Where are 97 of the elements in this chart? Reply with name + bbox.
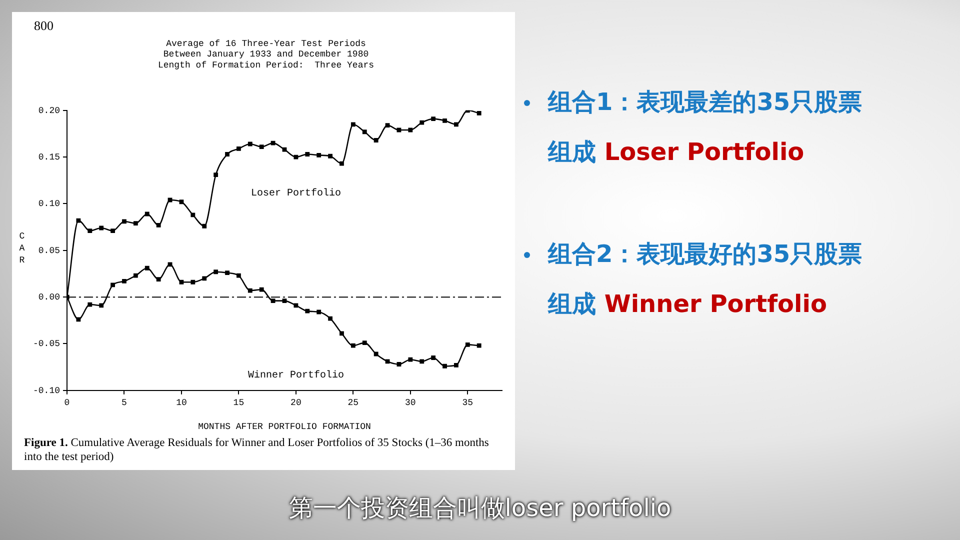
point [156,277,161,282]
text: 组成 Winner Portfolio [548,289,827,320]
point [340,331,344,336]
point [431,116,436,122]
point [110,228,115,234]
point [122,219,126,224]
y-tick-label: 0.05 [38,246,60,256]
x-tick-label: 0 [64,398,70,408]
point [156,222,161,228]
point [282,147,287,152]
point [133,221,138,226]
x-tick-label: 30 [405,398,416,408]
x-tick-label: 15 [233,398,244,408]
point [362,340,367,346]
y-tick-label: 0.00 [38,292,60,302]
point [385,123,390,128]
text: 800 [34,18,54,34]
text: 组合1：表现最差的35只股票 [548,87,862,118]
point [294,154,298,160]
point [202,224,207,228]
point [270,140,276,146]
point [305,152,310,156]
point [190,280,196,284]
point [270,298,276,304]
y-tick-label: 0.10 [38,199,60,210]
text: Loser Portfolio [250,188,341,200]
caption: Figure 1. Cumulative Average Residuals for Winner and Loser Portfolios of 35 Stocks (1–36 months into the test period) [24,436,490,464]
point [225,152,230,156]
y-tick-label: -0.10 [32,386,60,396]
point [420,359,424,364]
point [385,359,390,364]
y-axis-title: CAR [19,231,26,266]
text: Winner Portfolio [248,370,344,382]
point [476,343,482,348]
point [236,273,241,278]
point [305,308,310,314]
point [76,218,81,223]
point [214,270,218,274]
point [316,152,322,158]
x-tick-label: 20 [290,398,302,408]
point [454,362,458,368]
y-tick-label: 0.15 [38,152,60,162]
point [408,357,413,362]
x-tick-label: 10 [176,398,187,408]
point [236,146,241,151]
point [179,200,184,204]
point [408,128,413,132]
point [374,352,378,356]
text: 组合2：表现最好的35只股票 [548,239,862,270]
point [225,270,230,276]
point [179,280,184,284]
point [168,198,172,202]
point [476,110,482,116]
point [259,144,264,150]
point [350,122,356,127]
point [294,303,298,308]
x-axis-title: MONTHS AFTER PORTFOLIO FORMATION [198,422,371,432]
y-tick-label: -0.05 [32,339,60,350]
point [76,317,81,322]
point [362,130,367,134]
point [190,212,196,218]
point [465,342,470,347]
point [259,287,264,292]
point [110,282,115,288]
point [442,364,447,368]
point [88,302,92,307]
y-tick-label: 0.20 [38,106,60,116]
x-tick-label: 35 [462,398,474,408]
point [396,362,402,366]
point [420,120,424,125]
point [454,122,458,127]
point [396,128,402,132]
x-tick-label: 25 [348,398,359,408]
point [144,266,150,270]
point [133,273,138,278]
point [248,142,252,146]
point [316,310,322,314]
point [99,226,104,230]
point [282,298,287,304]
point [144,212,150,216]
point [214,172,218,178]
point [168,262,172,267]
point [374,138,378,142]
point [202,276,207,281]
point [248,288,252,293]
point [328,154,332,158]
point [350,343,356,348]
point [88,228,92,234]
chart-title: Average of 16 Three-Year Test Periods Between January 1933 and December 1980 Length of Formation Period: Three Years [158,38,374,70]
x-tick-label: 5 [122,398,127,408]
point [99,303,104,308]
text: 组成 Loser Portfolio [548,137,804,168]
point [328,316,332,321]
point [442,118,447,123]
point [431,356,436,360]
point [122,278,126,284]
point [340,161,344,166]
